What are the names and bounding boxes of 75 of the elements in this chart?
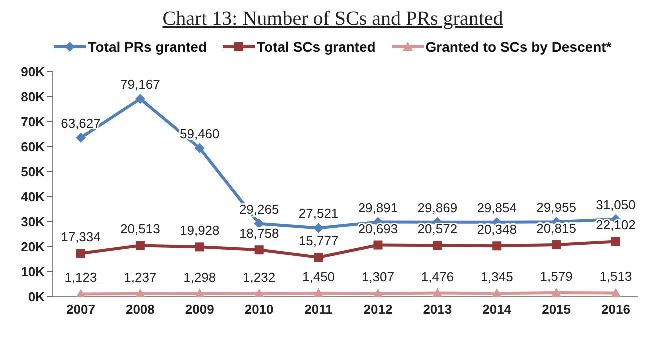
x-tick-label: 2008 [126,302,155,318]
data-label: 1,232 [243,270,276,285]
point [492,288,502,297]
point [374,240,383,250]
x-tick-label: 2007 [66,302,96,318]
point [76,249,86,258]
y-tick-label: 40K [21,190,46,205]
data-label: 1,123 [64,270,98,286]
point [552,288,562,297]
chart-title: Chart 13: Number of SCs and PRs granted [162,8,504,32]
data-label: 15,777 [298,234,339,249]
point [433,241,442,250]
data-label: 79,167 [120,77,160,92]
data-label: 1,298 [184,270,216,285]
point [254,246,264,255]
data-label: 29,891 [358,200,398,216]
y-tick-label: 0K [28,290,46,305]
data-label: 17,334 [61,230,101,245]
x-tick-label: 2009 [185,302,214,318]
y-tick-label: 50K [21,164,46,180]
data-label: 1,579 [540,269,573,284]
point [135,94,146,104]
point [76,132,86,143]
legend-label: Granted to SCs by Descent* [426,39,612,55]
data-label: 29,854 [477,200,517,216]
data-label: 63,627 [61,116,101,131]
data-label: 19,928 [180,223,220,238]
x-tick-label: 2012 [364,302,393,318]
x-tick-label: 2010 [244,302,274,318]
x-tick-label: 2014 [482,302,512,318]
x-tick-label: 2015 [542,302,572,318]
data-label: 27,521 [298,206,339,222]
point [314,253,324,262]
y-tick-label: 30K [21,214,46,230]
point [195,242,204,252]
data-label: 1,476 [421,269,454,284]
point [373,288,384,297]
data-label: 20,513 [120,222,160,237]
y-tick-label: 90K [21,64,46,80]
point [611,288,621,297]
y-tick-label: 70K [21,114,46,130]
point [194,288,205,297]
point [314,288,324,297]
point [492,242,502,251]
point [194,143,205,154]
y-tick-label: 10K [21,264,46,280]
data-label: 20,572 [418,222,458,237]
point [314,223,324,234]
data-label: 18,758 [239,226,280,242]
point [136,241,145,250]
data-label: 20,815 [536,220,576,236]
x-tick-label: 2013 [423,302,452,318]
point [552,240,562,250]
data-label: 1,237 [124,270,157,285]
point [612,237,620,246]
data-label: 29,955 [536,200,576,216]
data-label: 1,450 [302,269,336,284]
x-tick-label: 2011 [304,302,333,318]
data-label: 31,050 [596,197,636,212]
data-label: 1,345 [480,270,514,285]
data-label: 20,693 [358,221,398,236]
data-label: 29,869 [418,200,458,216]
y-tick-label: 20K [21,240,46,255]
point [254,218,264,229]
legend-label: Total PRs granted [88,39,208,55]
data-label: 20,348 [477,222,517,238]
point [135,288,146,297]
data-label: 1,513 [600,269,632,284]
data-label: 22,102 [596,218,636,233]
x-tick-label: 2016 [602,302,630,318]
data-label: 1,307 [362,270,394,285]
point [432,288,443,297]
y-tick-label: 80K [21,90,46,105]
legend-label: Total SCs granted [257,39,376,55]
y-tick-label: 60K [21,140,46,155]
